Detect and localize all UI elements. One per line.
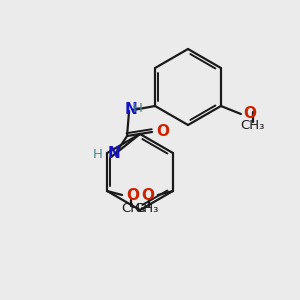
Text: CH₃: CH₃ <box>135 202 159 215</box>
Text: N: N <box>125 101 138 116</box>
Text: O: O <box>243 106 256 121</box>
Text: CH₃: CH₃ <box>241 118 265 131</box>
Text: CH₃: CH₃ <box>121 202 145 215</box>
Text: N: N <box>108 146 121 161</box>
Text: H: H <box>93 148 103 160</box>
Text: O: O <box>141 188 154 202</box>
Text: H: H <box>133 103 143 116</box>
Text: O: O <box>126 188 139 202</box>
Text: O: O <box>156 124 169 139</box>
